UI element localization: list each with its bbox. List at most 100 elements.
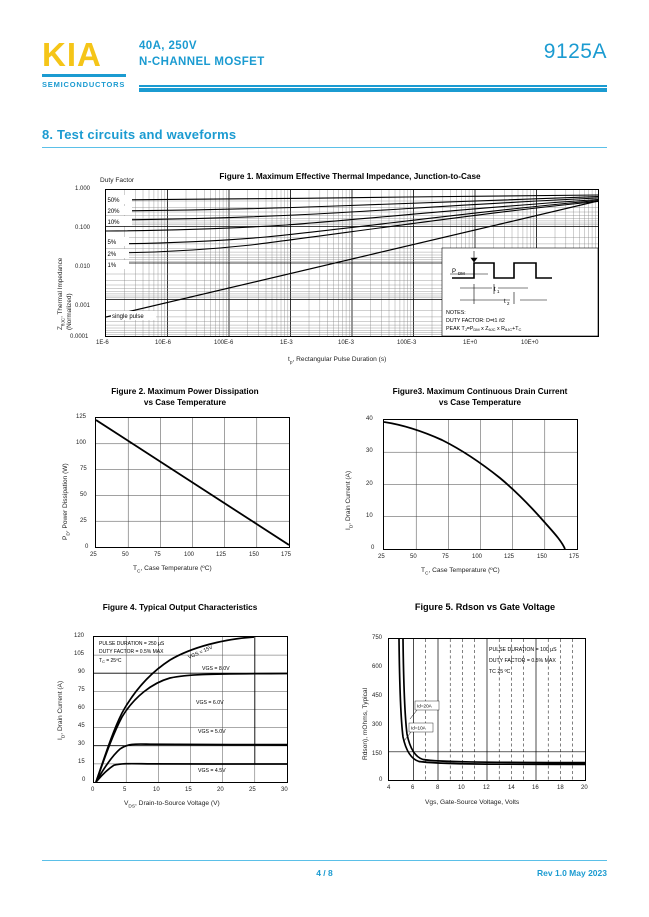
figure3-x-axis-label: TC, Case Temperature (ºC): [421, 567, 500, 576]
revision-info: Rev 1.0 May 2023: [537, 868, 607, 878]
svg-text:DM: DM: [458, 271, 465, 276]
svg-text:2: 2: [507, 301, 510, 306]
figure4-ylabel-rest: , Drain Current (A): [57, 680, 64, 735]
figure5-x-axis-label: Vgs, Gate-Source Voltage, Volts: [425, 799, 520, 806]
figure4-ylabel-main: I: [57, 738, 64, 740]
figure3-ytick: 40: [366, 416, 373, 422]
figure5-xtick: 10: [458, 785, 465, 791]
figure3-xlabel-main: T: [421, 567, 426, 574]
svg-text:PEAK TJ=PDM x ZθJC x RθJC+TC: PEAK TJ=PDM x ZθJC x RθJC+TC: [446, 326, 521, 332]
svg-text:1: 1: [497, 289, 500, 294]
figure1-xtick: 1E+0: [463, 340, 478, 346]
figure2-xtick: 100: [184, 552, 195, 558]
figure5-ytick: 150: [372, 751, 383, 757]
svg-text:VGS = 6.0V: VGS = 6.0V: [196, 700, 224, 706]
figure4-title: Figure 4. Typical Output Characteristics: [102, 603, 258, 612]
figure2-ylabel-main: P: [62, 535, 69, 540]
figure1-xtick: 100E-6: [214, 340, 234, 346]
figure2-ytick: 100: [76, 440, 87, 446]
figure3-xlabel-rest: , Case Temperature (ºC): [428, 567, 500, 574]
svg-text:DUTY FACTOR: D=t1 /t2: DUTY FACTOR: D=t1 /t2: [446, 318, 505, 324]
figure5-ytick: 300: [372, 722, 383, 728]
figure4-ytick: 45: [78, 723, 85, 729]
figure4-ytick: 60: [78, 705, 85, 711]
figure4-x-axis-label: VDS, Drain-to-Source Voltage (V): [124, 800, 220, 809]
figure5-xtick: 20: [581, 785, 588, 791]
svg-text:PULSE DURATION = 250 µS: PULSE DURATION = 250 µS: [99, 641, 165, 647]
figure1-xtick: 10E+0: [521, 340, 539, 346]
figure5-xtick: 14: [508, 785, 515, 791]
figure5-xtick: 16: [532, 785, 539, 791]
svg-text:NOTES:: NOTES:: [446, 310, 466, 316]
figure4-ytick: 90: [78, 669, 85, 675]
figure2-xtick: 25: [90, 552, 97, 558]
figure4-ytick: 75: [78, 687, 85, 693]
figure5-plot-area: PULSE DURATION = 100 µS DUTY FACTOR = 0.…: [388, 638, 586, 781]
svg-text:2%: 2%: [108, 252, 117, 258]
figure2-ylabel-rest: , Power Dissipation (W): [62, 463, 69, 533]
figure5-xtick: 8: [436, 785, 440, 791]
figure3-svg: [384, 420, 577, 549]
figure1-title: Figure 1. Maximum Effective Thermal Impe…: [219, 172, 481, 181]
figure1-svg: 50% 20% 10% 5% 2% 1% single pulse: [106, 190, 598, 336]
figure4-xlabel-main: V: [124, 800, 129, 807]
figure3-xtick: 150: [537, 554, 548, 560]
figure3-xtick: 175: [569, 554, 580, 560]
figure5-title: Figure 5. Rdson vs Gate Voltage: [414, 602, 556, 612]
figure1-x-axis-label: tp, Rectangular Pulse Duration (s): [288, 356, 386, 365]
figure2-xtick: 150: [249, 552, 260, 558]
figure4-ylabel-sub: D: [61, 734, 67, 739]
figure5-xtick: 6: [411, 785, 415, 791]
figure2-xtick: 50: [122, 552, 129, 558]
spec-type: N-CHANNEL MOSFET: [139, 56, 265, 68]
figure3-ylabel-main: I: [345, 528, 352, 530]
figure4-plot-area: PULSE DURATION = 250 µS DUTY FACTOR = 0.…: [93, 636, 288, 783]
figure3-ytick: 10: [366, 513, 373, 519]
figure1-xlabel-rest: , Rectangular Pulse Duration (s): [292, 356, 387, 363]
figure1-ytick: 0.001: [75, 303, 91, 309]
footer-rule: [42, 860, 607, 861]
figure2-xlabel-sub: C: [137, 569, 141, 575]
svg-text:VGS = 8.0V: VGS = 8.0V: [202, 666, 230, 672]
section-rule: [42, 147, 607, 148]
figure5-ytick: 600: [372, 664, 383, 670]
figure1-xtick: 1E-3: [280, 340, 293, 346]
figure5-ytick: 0: [379, 777, 383, 783]
figure2-ytick: 25: [80, 518, 87, 524]
figure3-title-line2: vs Case Temperature: [438, 398, 522, 407]
figure3-ylabel-rest: , Drain Current (A): [345, 470, 352, 525]
svg-text:DUTY FACTOR = 0.5% MAX: DUTY FACTOR = 0.5% MAX: [489, 658, 556, 664]
svg-text:single pulse: single pulse: [112, 314, 144, 320]
figure5-ytick: 750: [372, 635, 383, 641]
figure3-xtick: 25: [378, 554, 385, 560]
figure2-x-axis-label: TC, Case Temperature (ºC): [133, 565, 212, 574]
svg-text:1%: 1%: [108, 263, 117, 269]
page-header: KIA SEMICONDUCTORS 40A, 250V N-CHANNEL M…: [0, 0, 649, 108]
part-number: 9125A: [543, 40, 607, 63]
figure3-title-line1: Figure3. Maximum Continuous Drain Curren…: [392, 387, 568, 396]
figure3-ytick: 30: [366, 448, 373, 454]
svg-text:50%: 50%: [108, 198, 121, 204]
figure1-ylabel-main: Z: [57, 326, 64, 330]
figure4-xlabel-rest: , Drain-to-Source Voltage (V): [135, 800, 220, 807]
figure2-title-line2: vs Case Temperature: [143, 398, 227, 407]
figure2-y-axis-label: PD, Power Dissipation (W): [62, 463, 71, 540]
figure1-xtick: 1E-6: [96, 340, 109, 346]
figure3-plot-area: [383, 419, 578, 550]
svg-text:VGS = 4.5V: VGS = 4.5V: [198, 768, 226, 774]
svg-text:DUTY FACTOR = 0.5% MAX: DUTY FACTOR = 0.5% MAX: [99, 649, 164, 655]
figure2-ytick: 75: [80, 466, 87, 472]
figure5-svg: PULSE DURATION = 100 µS DUTY FACTOR = 0.…: [389, 639, 585, 780]
figure1-ytick: 0.0001: [70, 334, 89, 340]
svg-text:TC 25 ºC: TC 25 ºC: [489, 669, 510, 675]
figure3-xtick: 50: [410, 554, 417, 560]
header-rule-thin: [139, 85, 607, 87]
figure4-ytick: 30: [78, 741, 85, 747]
figure1-ylabel-rest: , Thermal Impedance: [57, 257, 64, 318]
header-rule-thick: [139, 88, 607, 92]
logo-underline: [42, 74, 126, 77]
figure2-svg: [96, 418, 289, 547]
figure3-ytick: 0: [371, 545, 375, 551]
figure3-xlabel-sub: C: [425, 571, 429, 577]
figure4-xtick: 5: [123, 787, 127, 793]
